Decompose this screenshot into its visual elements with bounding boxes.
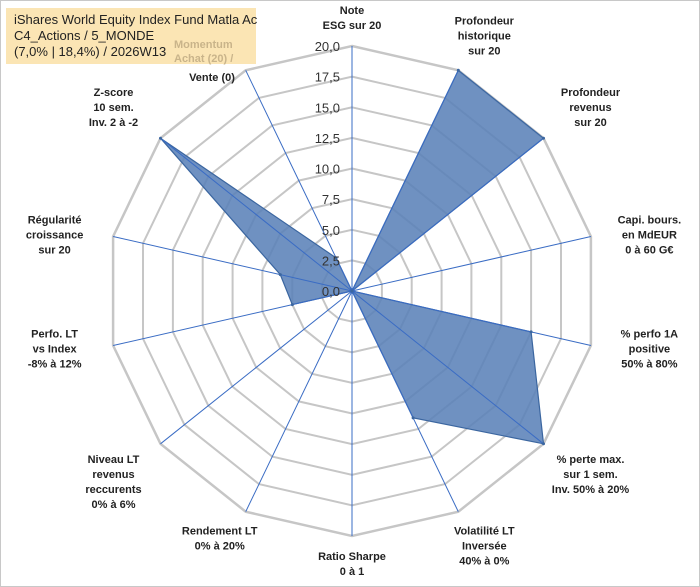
radar-axis-label: Rendement LT — [182, 526, 258, 538]
radar-tick-label: 7,5 — [322, 192, 340, 207]
radar-axis-label: 40% à 0% — [459, 556, 509, 568]
radar-tick-label: 0,0 — [322, 284, 340, 299]
momentum-axis-label: Momentum Achat (20) / — [174, 38, 233, 66]
radar-axis-label: Z-score — [94, 87, 134, 99]
radar-axis-label: en MdEUR — [622, 229, 677, 241]
chart-subtitle-stats: (7,0% | 18,4%) / 2026W13 — [14, 44, 167, 59]
radar-axis-label: Régularité — [28, 214, 82, 226]
chart-title-box: iShares World Equity Index Fund Matla Ac… — [6, 8, 258, 64]
radar-axis-label: Profondeur — [561, 87, 621, 99]
radar-axis-label: Note — [340, 5, 364, 17]
radar-spoke — [245, 70, 353, 292]
radar-axis-label: croissance — [26, 229, 83, 241]
radar-axis-label: vs Index — [33, 344, 78, 356]
radar-axis-label: 0 à 1 — [340, 566, 364, 578]
radar-spoke — [351, 290, 592, 346]
radar-spoke — [112, 290, 353, 346]
radar-axis-label: sur 20 — [468, 46, 500, 58]
radar-axis-label: revenus — [92, 469, 134, 481]
radar-spoke — [160, 137, 353, 292]
radar-spoke — [160, 290, 353, 445]
radar-axis-label: Capi. bours. — [618, 214, 682, 226]
radar-axis-label: Perfo. LT — [31, 329, 78, 341]
radar-axis-label: revenus — [569, 102, 611, 114]
radar-spoke — [351, 137, 544, 292]
radar-axis-label: positive — [629, 344, 671, 356]
radar-data-point — [159, 136, 162, 140]
radar-axis-label: Inv. 50% à 20% — [552, 484, 630, 496]
chart-title: iShares World Equity Index Fund Matla Ac — [14, 12, 258, 27]
radar-axis-label: historique — [458, 31, 511, 43]
radar-tick-label: 2,5 — [322, 253, 340, 268]
radar-tick-label: 5,0 — [322, 223, 340, 238]
radar-axis-label: ESG sur 20 — [323, 20, 382, 32]
radar-axis-label: % perte max. — [557, 454, 625, 466]
radar-spoke — [351, 70, 459, 292]
radar-axis-label: sur 1 sem. — [563, 469, 617, 481]
radar-data-point — [456, 68, 460, 72]
radar-axis-label: % perfo 1A — [621, 329, 679, 341]
radar-axis-label: Niveau LT — [88, 454, 140, 466]
radar-spoke — [351, 290, 544, 445]
radar-tick-label: 12,5 — [315, 131, 340, 146]
radar-data-point — [278, 273, 282, 277]
radar-data-point — [334, 256, 338, 260]
radar-spoke — [351, 290, 459, 512]
radar-data-point — [529, 330, 533, 334]
chart-subtitle-category: C4_Actions / 5_MONDE — [14, 28, 155, 43]
momentum-label-line: Momentum — [174, 39, 233, 51]
radar-axis-label: Volatilité LT — [454, 526, 515, 538]
radar-data-point — [542, 442, 545, 446]
radar-axis-label: reccurents — [85, 484, 141, 496]
radar-axis-label: Profondeur — [455, 16, 515, 28]
radar-data-point — [542, 136, 545, 140]
radar-axis-label: sur 20 — [38, 244, 70, 256]
radar-axis-label: Vente (0) — [189, 72, 235, 84]
radar-axis-label: 0% à 20% — [195, 541, 245, 553]
radar-axis-label: sur 20 — [574, 117, 606, 129]
radar-axis-label: 10 sem. — [93, 102, 133, 114]
radar-tick-label: 17,5 — [315, 70, 340, 85]
radar-axis-label: Inversée — [462, 541, 507, 553]
radar-spoke — [245, 290, 353, 512]
radar-axis-label: 0% à 6% — [91, 499, 135, 511]
radar-data-point — [350, 289, 354, 293]
radar-axis-label: Inv. 2 à -2 — [89, 117, 138, 129]
radar-data-point — [290, 303, 294, 307]
radar-axis-label: -8% à 12% — [28, 359, 82, 371]
radar-data-point — [411, 416, 415, 420]
radar-tick-label: 10,0 — [315, 162, 340, 177]
radar-spoke — [351, 236, 592, 292]
radar-axis-label: 0 à 60 G€ — [625, 244, 673, 256]
radar-tick-label: 20,0 — [315, 39, 340, 54]
radar-axis-label: 50% à 80% — [621, 359, 677, 371]
radar-tick-label: 15,0 — [315, 100, 340, 115]
momentum-label-line: Achat (20) / — [174, 53, 234, 65]
radar-axis-label: Ratio Sharpe — [318, 551, 386, 563]
radar-spoke — [112, 236, 353, 292]
